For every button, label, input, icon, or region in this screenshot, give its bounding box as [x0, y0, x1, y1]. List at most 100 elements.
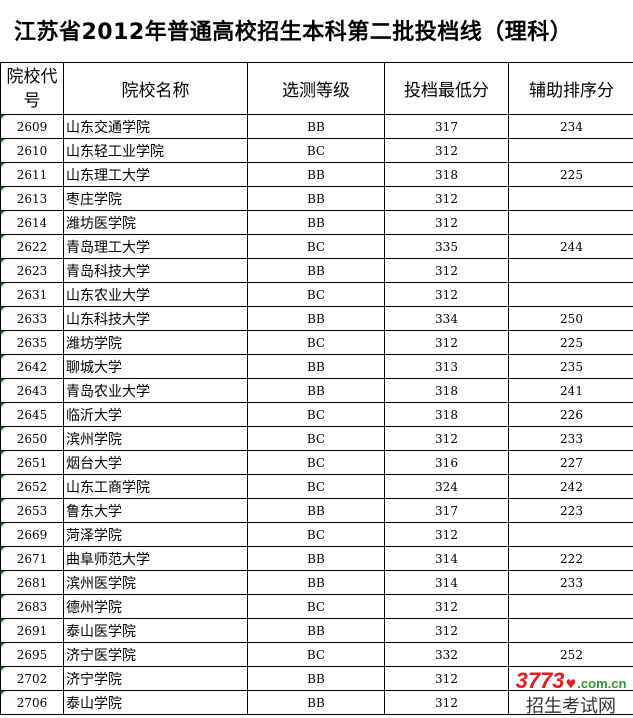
- school-code-cell: 2691: [1, 619, 64, 643]
- school-code-cell: 2695: [1, 643, 64, 667]
- school-name-cell: 济宁学院: [64, 667, 248, 691]
- header-code: 院校代号: [1, 63, 64, 115]
- min-score-cell: 312: [385, 211, 509, 235]
- grade-cell: BB: [248, 691, 385, 715]
- min-score-cell: 312: [385, 139, 509, 163]
- school-code-cell: 2631: [1, 283, 64, 307]
- school-code-cell: 2653: [1, 499, 64, 523]
- aux-score-cell: 222: [509, 547, 633, 571]
- school-name-cell: 济宁医学院: [64, 643, 248, 667]
- grade-cell: BC: [248, 283, 385, 307]
- grade-cell: BC: [248, 331, 385, 355]
- school-name-cell: 德州学院: [64, 595, 248, 619]
- school-name-cell: 烟台大学: [64, 451, 248, 475]
- school-name-cell: 青岛农业大学: [64, 379, 248, 403]
- min-score-cell: 312: [385, 427, 509, 451]
- school-code-cell: 2683: [1, 595, 64, 619]
- school-name-cell: 山东轻工业学院: [64, 139, 248, 163]
- school-code-cell: 2669: [1, 523, 64, 547]
- grade-cell: BB: [248, 307, 385, 331]
- grade-cell: BB: [248, 571, 385, 595]
- aux-score-cell: 225: [509, 163, 633, 187]
- school-name-cell: 山东科技大学: [64, 307, 248, 331]
- school-name-cell: 临沂大学: [64, 403, 248, 427]
- grade-cell: BC: [248, 235, 385, 259]
- grade-cell: BC: [248, 643, 385, 667]
- school-code-cell: 2610: [1, 139, 64, 163]
- aux-score-cell: 226: [509, 403, 633, 427]
- school-name-cell: 鲁东大学: [64, 499, 248, 523]
- aux-score-cell: [509, 595, 633, 619]
- min-score-cell: 334: [385, 307, 509, 331]
- school-name-cell: 曲阜师范大学: [64, 547, 248, 571]
- min-score-cell: 318: [385, 163, 509, 187]
- school-code-cell: 2681: [1, 571, 64, 595]
- min-score-cell: 312: [385, 595, 509, 619]
- school-code-cell: 2706: [1, 691, 64, 715]
- school-name-cell: 枣庄学院: [64, 187, 248, 211]
- school-code-cell: 2642: [1, 355, 64, 379]
- school-name-cell: 潍坊医学院: [64, 211, 248, 235]
- grade-cell: BB: [248, 187, 385, 211]
- school-code-cell: 2623: [1, 259, 64, 283]
- grade-cell: BB: [248, 355, 385, 379]
- min-score-cell: 312: [385, 619, 509, 643]
- min-score-cell: 312: [385, 187, 509, 211]
- grade-cell: BC: [248, 403, 385, 427]
- aux-score-cell: 241: [509, 379, 633, 403]
- school-code-cell: 2643: [1, 379, 64, 403]
- school-name-cell: 滨州学院: [64, 427, 248, 451]
- aux-score-cell: [509, 523, 633, 547]
- min-score-cell: 314: [385, 547, 509, 571]
- grade-cell: BC: [248, 595, 385, 619]
- school-name-cell: 山东农业大学: [64, 283, 248, 307]
- min-score-cell: 312: [385, 523, 509, 547]
- min-score-cell: 313: [385, 355, 509, 379]
- aux-score-cell: 223: [509, 499, 633, 523]
- school-name-cell: 泰山医学院: [64, 619, 248, 643]
- grade-cell: BB: [248, 667, 385, 691]
- school-code-cell: 2645: [1, 403, 64, 427]
- min-score-cell: 312: [385, 283, 509, 307]
- min-score-cell: 335: [385, 235, 509, 259]
- aux-score-cell: 235: [509, 355, 633, 379]
- school-name-cell: 菏泽学院: [64, 523, 248, 547]
- grade-cell: BB: [248, 499, 385, 523]
- min-score-cell: 312: [385, 331, 509, 355]
- school-code-cell: 2652: [1, 475, 64, 499]
- aux-score-cell: [509, 259, 633, 283]
- grade-cell: BB: [248, 163, 385, 187]
- aux-score-cell: [509, 283, 633, 307]
- aux-score-cell: [509, 139, 633, 163]
- min-score-cell: 314: [385, 571, 509, 595]
- school-name-cell: 泰山学院: [64, 691, 248, 715]
- school-code-cell: 2650: [1, 427, 64, 451]
- aux-score-cell: [509, 211, 633, 235]
- grade-cell: BC: [248, 451, 385, 475]
- page-title: 江苏省2012年普通高校招生本科第二批投档线（理科）: [0, 0, 633, 62]
- min-score-cell: 317: [385, 115, 509, 139]
- school-name-cell: 滨州医学院: [64, 571, 248, 595]
- aux-score-cell: 233: [509, 427, 633, 451]
- school-name-cell: 青岛科技大学: [64, 259, 248, 283]
- aux-score-cell: 225: [509, 331, 633, 355]
- min-score-cell: 318: [385, 403, 509, 427]
- header-name: 院校名称: [64, 63, 248, 115]
